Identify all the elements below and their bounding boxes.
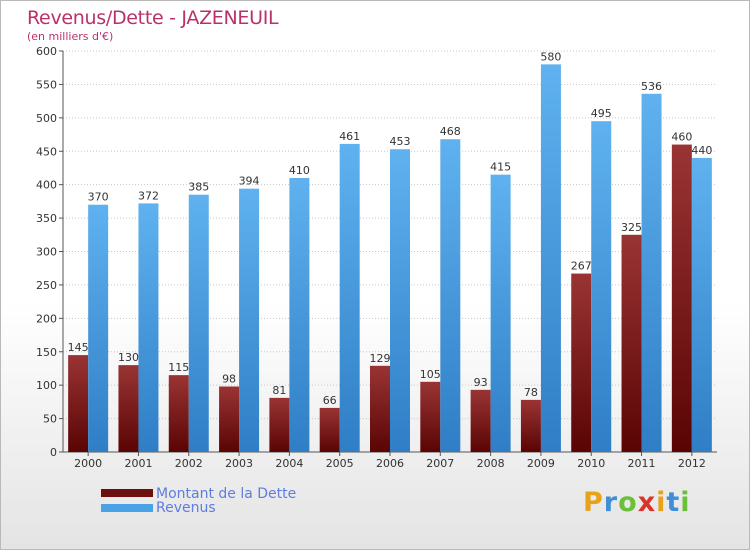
x-tick-label: 2000: [74, 457, 102, 470]
bars: [68, 64, 712, 453]
bar-revenus: [540, 64, 561, 452]
legend-swatch-dette: [101, 489, 153, 497]
data-label: 440: [691, 144, 712, 157]
data-label: 66: [323, 394, 337, 407]
x-tick-label: 2004: [275, 457, 303, 470]
bar-revenus: [691, 157, 712, 452]
logo-letter: r: [603, 487, 619, 518]
y-tick-label: 0: [50, 446, 57, 459]
legend-label-dette: Montant de la Dette: [156, 486, 297, 502]
y-tick-label: 250: [36, 279, 57, 292]
bar-dette: [520, 399, 541, 452]
bar-revenus: [440, 139, 461, 452]
y-tick-label: 500: [36, 112, 57, 125]
y-tick-label: 300: [36, 246, 57, 259]
bar-revenus: [339, 143, 360, 453]
data-label: 536: [641, 80, 662, 93]
data-label: 145: [68, 341, 89, 354]
data-labels: 145 370 130 372 115 385 98 394 81 410 66 461 129 453 1…: [68, 50, 713, 407]
bar-dette: [470, 389, 491, 452]
data-label: 461: [339, 130, 360, 143]
data-label: 81: [272, 384, 286, 397]
data-label: 385: [188, 181, 209, 194]
y-tick-label: 200: [36, 312, 57, 325]
bar-revenus: [88, 204, 109, 452]
proxiti-logo: Proxiti: [583, 487, 691, 518]
data-label: 115: [168, 361, 189, 374]
y-tick-label: 400: [36, 179, 57, 192]
data-label: 130: [118, 351, 139, 364]
logo-letter: t: [666, 487, 681, 518]
bar-revenus: [641, 93, 662, 453]
bar-revenus: [188, 194, 209, 453]
data-label: 370: [88, 191, 109, 204]
x-tick-label: 2001: [124, 457, 152, 470]
y-tick-label: 100: [36, 379, 57, 392]
logo-letter: i: [680, 487, 691, 518]
bar-dette: [68, 355, 89, 452]
y-tick-label: 450: [36, 145, 57, 158]
data-label: 372: [138, 189, 159, 202]
bar-dette: [319, 407, 340, 452]
bar-dette: [118, 365, 139, 452]
x-tick-label: 2009: [527, 457, 555, 470]
bar-dette: [571, 273, 592, 452]
logo-letter: i: [656, 487, 667, 518]
chart-title: Revenus/Dette - JAZENEUIL: [27, 7, 279, 29]
logo-letter: o: [618, 487, 638, 518]
data-label: 460: [671, 131, 692, 144]
data-label: 93: [474, 376, 488, 389]
y-tick-label: 550: [36, 78, 57, 91]
bar-dette: [671, 144, 692, 453]
y-tick-label: 50: [43, 413, 57, 426]
data-label: 267: [571, 260, 592, 273]
x-tick-label: 2008: [477, 457, 505, 470]
bar-revenus: [239, 188, 260, 452]
data-label: 394: [239, 175, 260, 188]
data-label: 410: [289, 164, 310, 177]
bar-revenus: [490, 174, 511, 452]
data-label: 78: [524, 386, 538, 399]
data-label: 129: [370, 352, 391, 365]
y-tick-label: 150: [36, 346, 57, 359]
bar-revenus: [390, 149, 410, 452]
bar-revenus: [289, 177, 310, 452]
bar-dette: [168, 375, 189, 452]
data-label: 105: [420, 368, 441, 381]
x-tick-label: 2006: [376, 457, 404, 470]
data-label: 415: [490, 161, 511, 174]
data-label: 580: [540, 50, 561, 63]
chart-subtitle: (en milliers d'€): [27, 30, 114, 43]
x-tick-label: 2011: [628, 457, 656, 470]
x-tick-label: 2002: [175, 457, 203, 470]
data-label: 468: [440, 125, 461, 138]
bar-dette: [420, 381, 441, 452]
bar-dette: [219, 386, 240, 452]
data-label: 453: [390, 135, 411, 148]
x-tick-label: 2003: [225, 457, 253, 470]
x-tick-label: 2007: [426, 457, 454, 470]
bar-revenus: [591, 121, 612, 453]
legend-label-revenus: Revenus: [156, 500, 216, 516]
data-label: 98: [222, 373, 236, 386]
bar-revenus: [138, 203, 159, 452]
logo-letter: x: [637, 487, 657, 518]
x-tick-label: 2012: [678, 457, 706, 470]
bar-dette: [621, 234, 642, 452]
legend-swatch-revenus: [101, 504, 153, 512]
data-label: 495: [591, 107, 612, 120]
bar-dette: [269, 397, 290, 452]
data-label: 325: [621, 221, 642, 234]
y-tick-label: 600: [36, 45, 57, 58]
logo-letter: P: [583, 487, 604, 518]
x-tick-label: 2005: [326, 457, 354, 470]
y-tick-label: 350: [36, 212, 57, 225]
bar-dette: [370, 365, 390, 452]
x-tick-label: 2010: [577, 457, 605, 470]
